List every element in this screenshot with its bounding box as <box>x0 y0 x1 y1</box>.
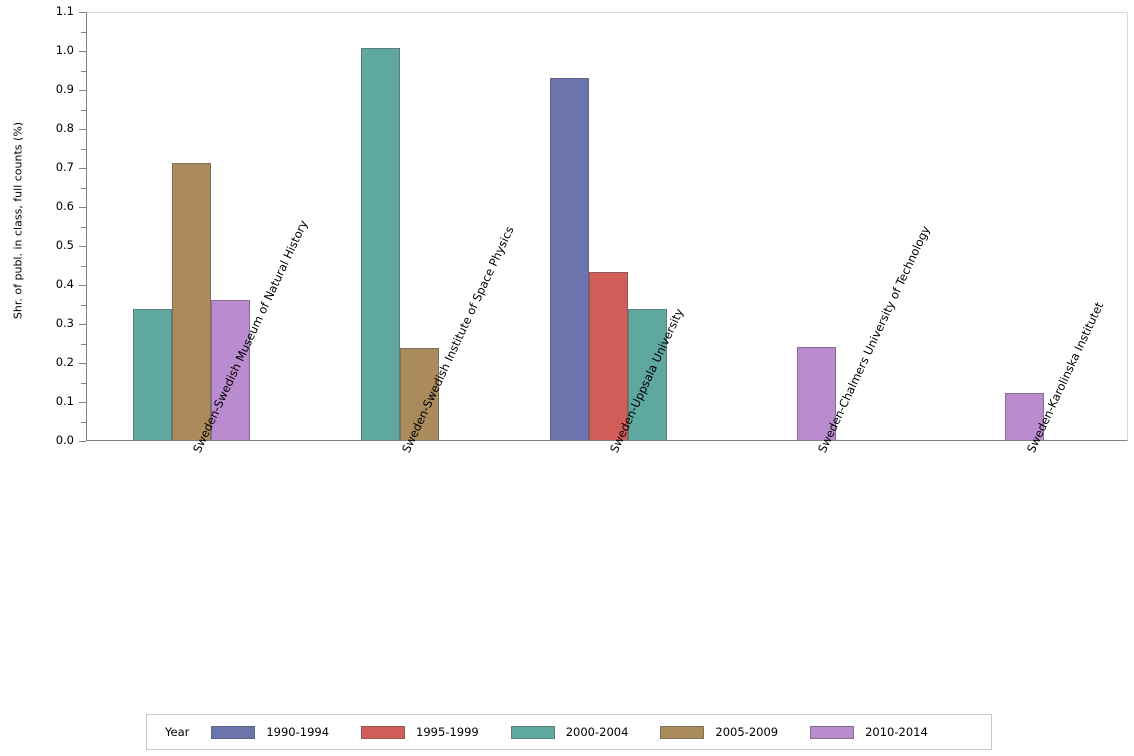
bar[interactable] <box>588 272 628 440</box>
y-axis-tick-label: 0.5 <box>55 238 74 252</box>
y-axis-tick-mark <box>79 12 86 13</box>
y-axis-tick-mark <box>79 168 86 169</box>
y-axis-tick-mark <box>79 441 86 442</box>
y-axis-tick-label: 0.2 <box>55 355 74 369</box>
bar[interactable] <box>1005 393 1045 440</box>
legend-label: 2010-2014 <box>865 725 928 739</box>
y-axis-tick-mark <box>81 382 86 384</box>
y-axis-tick-mark <box>81 226 86 228</box>
y-axis-tick-mark <box>81 343 86 345</box>
legend-color-swatch <box>510 725 555 739</box>
bar[interactable] <box>627 309 667 440</box>
legend-entry[interactable]: 2000-2004 <box>510 725 629 739</box>
legend-entries: 1990-1994 1995-1999 2000-2004 2005-2009 2010… <box>211 725 959 739</box>
y-axis-title: Shr. of publ. in class, full counts (%) <box>11 121 25 320</box>
bar[interactable] <box>360 48 400 440</box>
y-axis-tick-mark <box>79 90 86 91</box>
bar[interactable] <box>171 163 211 440</box>
legend-label: 2005-2009 <box>715 725 779 739</box>
y-axis-tick-label: 0.1 <box>55 394 74 408</box>
y-axis-tick-mark <box>81 148 86 150</box>
legend-label: 2000-2004 <box>565 725 629 739</box>
y-axis-tick-mark <box>81 265 86 267</box>
y-axis-tick-label: 0.8 <box>55 121 74 135</box>
bar[interactable] <box>796 347 836 440</box>
legend-entry[interactable]: 1995-1999 <box>361 725 479 739</box>
y-axis-tick-mark <box>81 31 86 33</box>
bar[interactable] <box>549 78 589 440</box>
legend-entry[interactable]: 2005-2009 <box>660 725 778 739</box>
y-axis-tick-mark <box>79 363 86 364</box>
y-axis-tick-mark <box>81 187 86 189</box>
y-axis-tick-mark <box>81 109 86 111</box>
bar[interactable] <box>399 348 439 440</box>
y-axis-tick-label: 0.6 <box>55 199 74 213</box>
y-axis-tick-mark <box>79 246 86 247</box>
legend-label: 1995-1999 <box>416 725 479 739</box>
bar[interactable] <box>210 300 250 440</box>
legend-entry[interactable]: 2010-2014 <box>810 725 928 739</box>
y-axis-tick-mark <box>79 285 86 286</box>
y-axis-tick-mark <box>81 70 86 72</box>
y-axis-tick-label: 1.1 <box>55 4 74 18</box>
y-axis-tick-mark <box>79 207 86 208</box>
plot-area <box>86 12 1128 441</box>
legend-color-swatch <box>810 725 855 739</box>
y-axis-tick-mark <box>79 324 86 325</box>
bar[interactable] <box>132 309 172 440</box>
y-axis-tick-label: 1.0 <box>55 43 74 57</box>
legend-color-swatch <box>660 725 705 739</box>
y-axis-tick-label: 0.3 <box>55 316 74 330</box>
y-axis-tick-mark <box>81 421 86 423</box>
y-axis-tick-label: 0.9 <box>55 82 74 96</box>
y-axis-tick-mark <box>79 129 86 130</box>
legend-color-swatch <box>361 725 406 739</box>
legend-label: 1990-1994 <box>266 725 330 739</box>
legend-entry[interactable]: 1990-1994 <box>211 725 329 739</box>
y-axis-tick-mark <box>79 402 86 403</box>
y-axis-tick-mark <box>81 304 86 306</box>
y-axis-tick-label: 0.4 <box>55 277 74 291</box>
chart-legend: Year 1990-1994 1995-1999 2000-2004 2005-200… <box>146 714 992 750</box>
y-axis-tick-label: 0.7 <box>55 160 74 174</box>
y-axis-tick-label: 0.0 <box>55 433 74 447</box>
legend-title: Year <box>165 725 190 739</box>
legend-color-swatch <box>211 725 256 739</box>
y-axis-tick-mark <box>79 51 86 52</box>
